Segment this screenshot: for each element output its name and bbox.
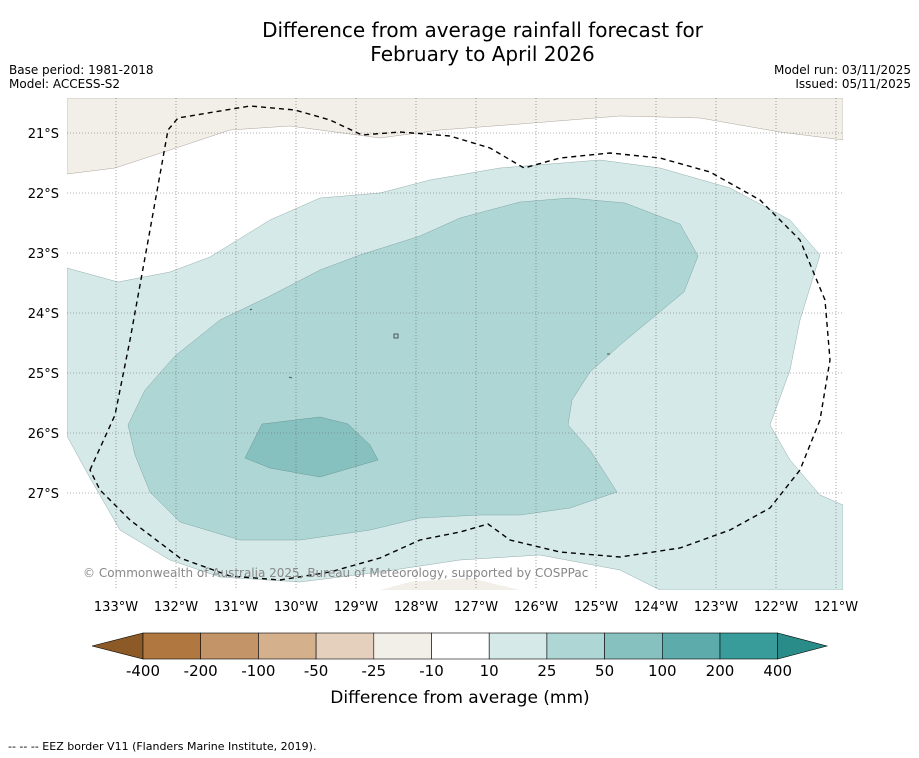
colorbar-segment [373, 632, 432, 660]
meta-right: Model run: 03/11/2025 Issued: 05/11/2025 [774, 63, 911, 91]
eez-legend-note: -- -- -- EEZ border V11 (Flanders Marine… [8, 740, 317, 753]
base-period: Base period: 1981-2018 [9, 63, 154, 77]
colorbar-ticks: -400 -200 -100 -50 -25 -10 10 25 50 100 200 400 [126, 662, 792, 680]
lon-label: 131°W [214, 600, 258, 615]
colorbar-segments [91, 632, 829, 660]
eez-border [89, 105, 831, 581]
contour-speck-1 [393, 333, 399, 339]
lat-label: 27°S [28, 487, 59, 502]
latitude-labels: 21°S 22°S 23°S 24°S 25°S 26°S 27°S [28, 127, 59, 502]
lat-label: 26°S [28, 427, 59, 442]
colorbar-segment [431, 632, 490, 660]
colorbar: -400 -200 -100 -50 -25 -10 10 25 50 100 200 400 Dif… [91, 632, 829, 708]
lon-label: 124°W [634, 600, 678, 615]
lat-label: 22°S [28, 187, 59, 202]
contour-brown-top [67, 98, 843, 175]
issued-date: Issued: 05/11/2025 [795, 77, 911, 91]
colorbar-segment [315, 632, 375, 660]
colorbar-tick-label: -10 [419, 662, 444, 680]
lon-label: 122°W [754, 600, 798, 615]
model-run: Model run: 03/11/2025 [773, 63, 911, 77]
lon-label: 132°W [154, 600, 198, 615]
colorbar-segment [661, 632, 721, 660]
title-line-2: February to April 2026 [370, 42, 595, 66]
colorbar-tick-label: 200 [706, 662, 735, 680]
colorbar-tick-label: -25 [362, 662, 387, 680]
colorbar-segment [604, 632, 663, 660]
lon-label: 127°W [454, 600, 498, 615]
lon-label: 130°W [274, 600, 318, 615]
lon-label: 125°W [574, 600, 618, 615]
lat-label: 21°S [28, 127, 59, 142]
colorbar-tick-label: 10 [480, 662, 499, 680]
title-line-1: Difference from average rainfall forecas… [262, 18, 703, 42]
colorbar-tick-label: -50 [304, 662, 329, 680]
colorbar-segment [200, 632, 259, 660]
lat-label: 24°S [28, 307, 59, 322]
contour-brown-bottom [380, 578, 520, 590]
copyright-text: © Commonwealth of Australia 2025, Bureau… [83, 566, 588, 580]
colorbar-tick-label: 100 [648, 662, 677, 680]
colorbar-segment [142, 632, 202, 660]
longitude-labels: 133°W 132°W 131°W 130°W 129°W 128°W 127°… [94, 600, 858, 615]
contour-teal-50-100 [244, 416, 379, 478]
lat-label: 25°S [28, 367, 59, 382]
contour-speck-2 [288, 376, 293, 379]
gridlines [67, 98, 843, 590]
colorbar-extend-low [91, 632, 144, 660]
colorbar-segment [546, 632, 605, 660]
colorbar-extend-high [777, 632, 829, 660]
lon-label: 128°W [394, 600, 438, 615]
contour-speck-3 [249, 308, 253, 311]
model-name: Model: ACCESS-S2 [9, 77, 121, 91]
lon-label: 126°W [514, 600, 558, 615]
colorbar-segment [258, 632, 317, 660]
lon-label: 123°W [694, 600, 738, 615]
colorbar-segment [488, 632, 548, 660]
lon-label: 133°W [94, 600, 138, 615]
colorbar-tick-label: 25 [537, 662, 556, 680]
lon-label: 121°W [814, 600, 858, 615]
meta-left: Base period: 1981-2018 Model: ACCESS-S2 [9, 63, 154, 91]
map-panel: © Commonwealth of Australia 2025, Bureau… [67, 98, 843, 590]
colorbar-tick-label: 400 [763, 662, 792, 680]
lat-label: 23°S [28, 247, 59, 262]
colorbar-segment [719, 632, 779, 660]
lon-label: 129°W [334, 600, 378, 615]
colorbar-tick-label: -100 [241, 662, 275, 680]
colorbar-tick-label: 50 [595, 662, 614, 680]
colorbar-tick-label: -400 [126, 662, 160, 680]
map-title: Difference from average rainfall forecas… [0, 18, 919, 66]
colorbar-label: Difference from average (mm) [330, 688, 589, 708]
colorbar-tick-label: -200 [184, 662, 218, 680]
